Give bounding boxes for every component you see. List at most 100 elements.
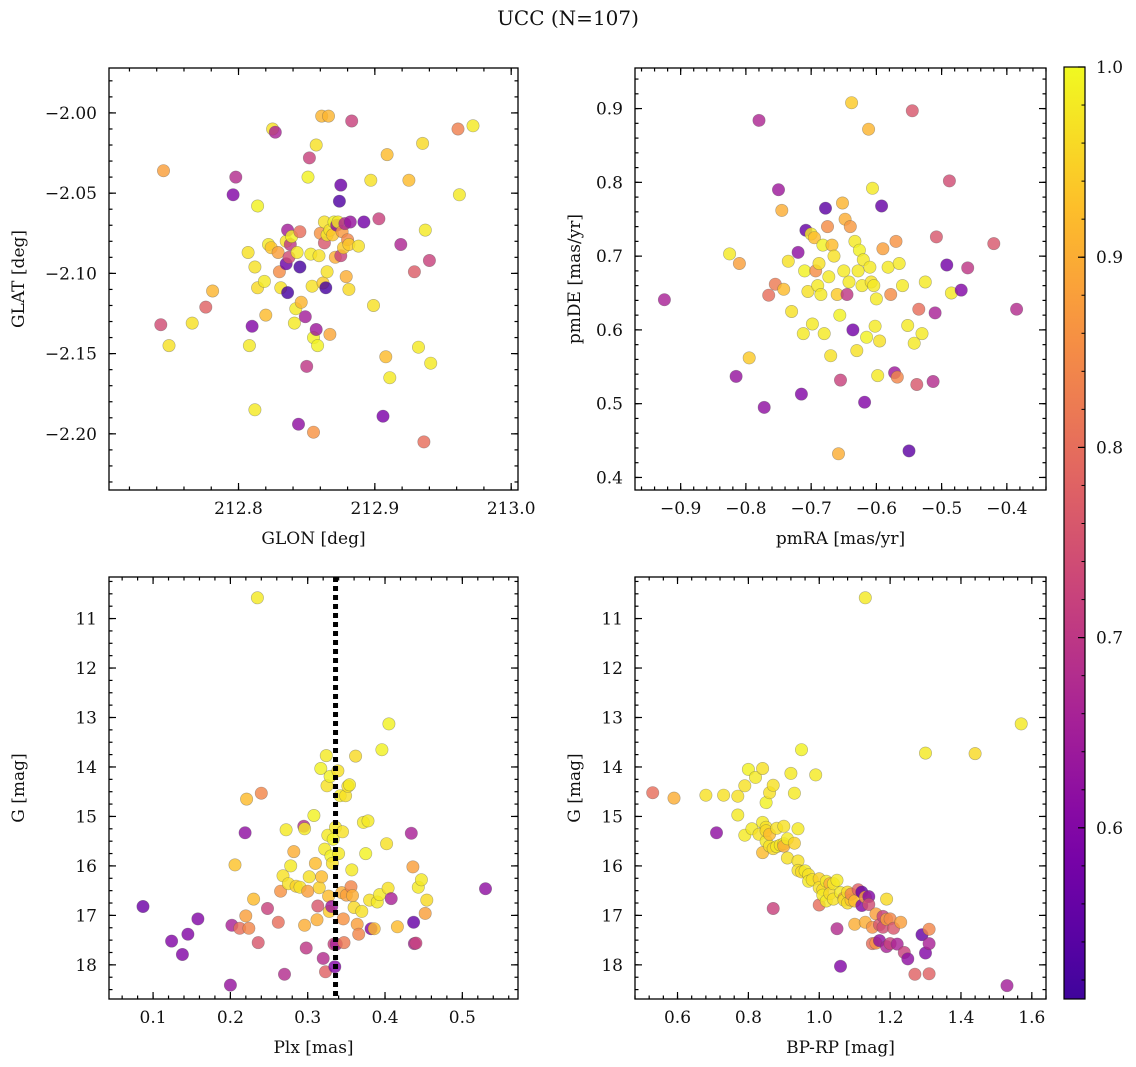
y-tick-label: 12 [601,659,623,679]
scatter-point [250,591,264,605]
scatter-point [319,749,333,763]
scatter-point [709,826,723,840]
scatter-point [784,766,798,780]
scatter-point [409,936,423,950]
y-tick-label: 11 [75,610,97,630]
y-tick-label: 0.4 [596,468,623,488]
scatter-point [307,808,321,822]
scatter-point [383,371,397,385]
scatter-point [961,261,975,275]
scatter-point [817,327,831,341]
y-tick-label: 13 [75,709,97,729]
scatter-point [869,292,883,306]
scatter-point [366,298,380,312]
scatter-point [352,927,366,941]
scatter-point [851,264,865,278]
scatter-point [384,892,398,906]
axes-frame [108,576,519,1000]
x-axis-label: Plx [mas] [273,1038,353,1058]
scatter-point [332,194,346,208]
scatter-point [831,447,845,461]
colorbar-tick-label: 0.9 [1096,248,1123,268]
scatter-point [337,936,351,950]
scatter-point [380,837,394,851]
scatter-point [876,242,890,256]
scatter-point [928,306,942,320]
axes-frame [634,67,1047,491]
scatter-point [868,319,882,333]
scatter-point [748,770,762,784]
scatter-point [274,884,288,898]
scatter-point [311,339,325,353]
scatter-point [290,246,304,260]
scatter-point [364,173,378,187]
scatter-point [316,951,330,965]
scatter-point [657,293,671,307]
scatter-point [910,377,924,391]
scatter-point [901,318,915,332]
scatter-point [228,858,242,872]
scatter-point [291,417,305,431]
x-tick-label: 1.4 [947,1008,974,1028]
scatter-point [420,893,434,907]
scatter-point [862,897,876,911]
colorbar-tick-label: 1.0 [1096,58,1123,78]
scatter-point [794,387,808,401]
scatter-point [416,136,430,150]
scatter-point [309,138,323,152]
scatter-point [343,215,357,229]
colorbar-gradient [1063,66,1086,1000]
scatter-point [312,249,326,263]
scatter-point [309,322,323,336]
y-tick-label: −2.20 [45,425,97,445]
scatter-point [865,181,879,195]
scatter-point [824,349,838,363]
scatter-point [466,119,480,133]
scatter-point [781,254,795,268]
scatter-point [319,281,333,295]
scatter-point [833,959,847,973]
y-tick-label: 14 [601,758,623,778]
scatter-point [741,762,755,776]
scatter-point [349,749,363,763]
axes-frame [634,576,1047,1000]
scatter-point [372,212,386,226]
scatter-point [863,260,877,274]
x-tick-label: −0.6 [856,499,897,519]
scatter-point [756,761,770,775]
scatter-point [279,823,293,837]
scatter-point [335,825,349,839]
scatter-point [892,256,906,270]
scatter-point [742,351,756,365]
scatter-point [242,921,256,935]
scatter-point [873,334,887,348]
scatter-point [380,148,394,162]
scatter-point [242,339,256,353]
scatter-point [382,717,396,731]
y-tick-label: 18 [601,956,623,976]
scatter-point [907,336,921,350]
scatter-point [394,238,408,252]
x-tick-label: −0.9 [660,499,701,519]
scatter-point [794,743,808,757]
scatter-point [305,279,319,293]
y-tick-label: 16 [601,857,623,877]
scatter-point [271,246,285,260]
panel-glon-glat: 212.8 212.9 213.0 −2.00 −2.05 −2.10 −2.15 −2.20… [9,67,536,549]
scatter-point [820,220,834,234]
scatter-point [890,937,904,951]
x-tick-label: 0.6 [664,1008,691,1028]
figure-title: UCC (N=107) [497,6,639,30]
x-tick-label: 0.8 [735,1008,762,1028]
scatter-point [833,373,847,387]
y-tick-label: 0.7 [596,247,623,267]
scatter-point [407,265,421,279]
scatter-point [646,786,660,800]
scatter-point [271,915,285,929]
y-tick-label: 15 [75,807,97,827]
x-tick-label: 1.0 [806,1008,833,1028]
colorbar-tick-label: 0.8 [1096,438,1123,458]
ticks: 0.1 0.2 0.3 0.4 0.5 11 12 13 14 15 16 17 18 [75,577,518,1028]
scatter-point [766,778,780,792]
scatter-points [646,591,1028,993]
